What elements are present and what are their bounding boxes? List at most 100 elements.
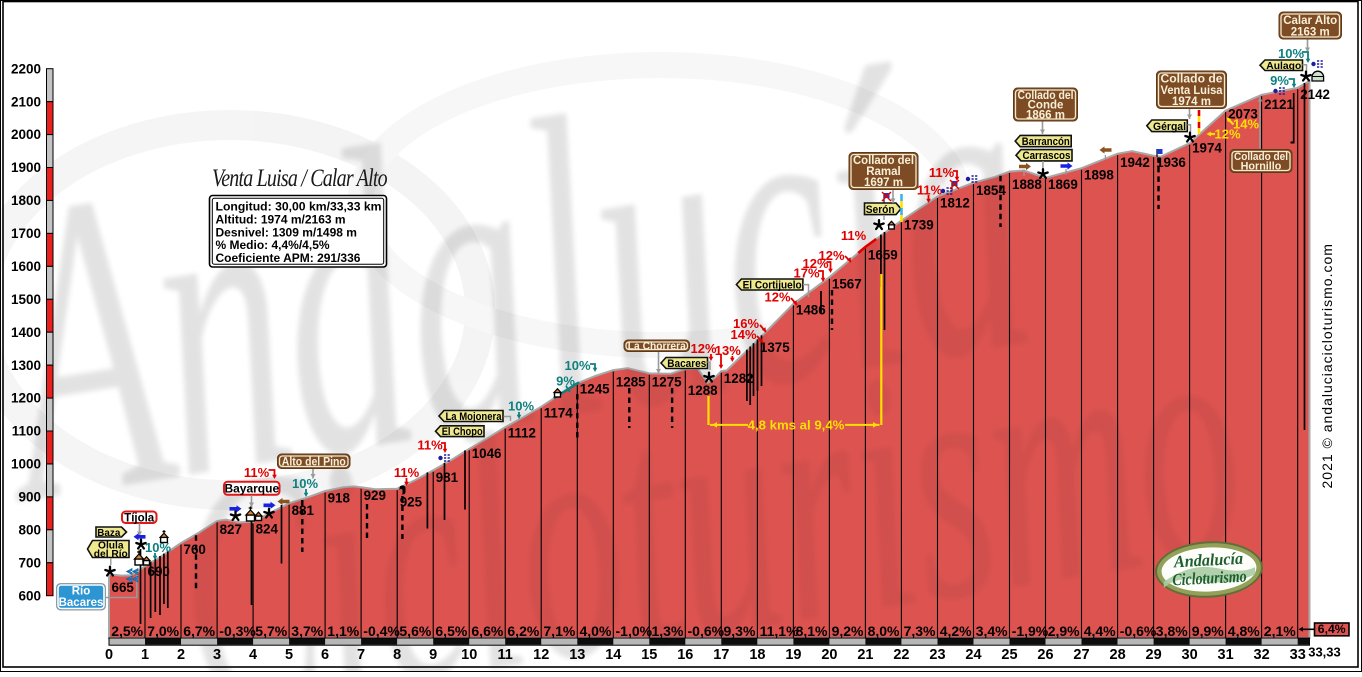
svg-text:11%: 11% (929, 165, 955, 180)
svg-text:2,9%: 2,9% (1048, 623, 1080, 639)
svg-text:1500: 1500 (11, 292, 41, 307)
svg-text:12%: 12% (690, 341, 716, 356)
svg-text:14: 14 (605, 647, 621, 663)
svg-text:1,1%: 1,1% (327, 623, 359, 639)
svg-text:23: 23 (929, 647, 945, 663)
svg-text:9: 9 (429, 647, 437, 663)
svg-text:2142: 2142 (1300, 87, 1330, 102)
svg-text:1275: 1275 (652, 374, 682, 389)
svg-text:4,4%: 4,4% (1084, 623, 1116, 639)
svg-text:2200: 2200 (11, 61, 41, 76)
svg-text:1486: 1486 (796, 303, 826, 318)
svg-text:Bayarque: Bayarque (224, 482, 279, 496)
svg-text:9,3%: 9,3% (724, 623, 756, 639)
svg-text:Desnivel: 1309 m/1498 m: Desnivel: 1309 m/1498 m (216, 225, 357, 239)
svg-text:1739: 1739 (904, 218, 934, 233)
svg-text:5: 5 (285, 647, 293, 663)
svg-text:Collado de: Collado de (1161, 74, 1223, 86)
svg-text:Aulago: Aulago (1266, 60, 1301, 72)
svg-text:Andalucía: Andalucía (1173, 548, 1244, 571)
svg-text:2: 2 (177, 647, 185, 663)
svg-text:Barrancón: Barrancón (1022, 136, 1070, 148)
svg-text:1200: 1200 (11, 391, 41, 406)
svg-text:1854: 1854 (976, 183, 1006, 198)
svg-text:12%: 12% (764, 290, 790, 305)
svg-text:Alto del Pino: Alto del Pino (282, 456, 346, 468)
svg-text:24: 24 (965, 647, 981, 663)
svg-text:981: 981 (436, 470, 459, 485)
svg-text:27: 27 (1073, 647, 1089, 663)
svg-text:12: 12 (533, 647, 549, 663)
svg-text:900: 900 (18, 490, 41, 505)
svg-text:Cicloturismo: Cicloturismo (1172, 567, 1247, 589)
svg-text:21: 21 (857, 647, 873, 663)
svg-text:28: 28 (1110, 647, 1126, 663)
svg-text:9,2%: 9,2% (832, 623, 864, 639)
svg-text:18: 18 (749, 647, 765, 663)
svg-text:Collado del: Collado del (1234, 151, 1288, 163)
svg-text:Baza: Baza (97, 527, 120, 539)
svg-text:8: 8 (393, 647, 401, 663)
svg-text:3,7%: 3,7% (291, 623, 323, 639)
svg-text:10%: 10% (564, 358, 590, 373)
svg-text:Altitud: 1974 m/2163 m: Altitud: 1974 m/2163 m (216, 212, 346, 226)
svg-text:-1,0%: -1,0% (616, 623, 653, 639)
svg-text:29: 29 (1146, 647, 1162, 663)
svg-text:Collado del: Collado del (853, 155, 914, 167)
svg-text:17: 17 (713, 647, 729, 663)
svg-text:32: 32 (1254, 647, 1270, 663)
svg-text:25: 25 (1001, 647, 1017, 663)
svg-text:1100: 1100 (12, 424, 41, 439)
svg-text:800: 800 (18, 522, 41, 537)
svg-text:5,6%: 5,6% (399, 623, 431, 639)
svg-text:20: 20 (821, 647, 837, 663)
svg-text:1700: 1700 (11, 226, 41, 241)
svg-text:Gérgal: Gérgal (1153, 121, 1186, 133)
svg-text:1282: 1282 (724, 371, 754, 386)
svg-text:1659: 1659 (868, 248, 898, 263)
svg-text:665: 665 (112, 580, 135, 595)
svg-text:1936: 1936 (1156, 155, 1186, 170)
svg-text:10%: 10% (1278, 46, 1304, 61)
svg-text:9,9%: 9,9% (1192, 623, 1224, 639)
svg-text:El Cortijuelo: El Cortijuelo (743, 280, 802, 292)
svg-text:881: 881 (292, 503, 315, 518)
svg-text:Collado del: Collado del (1018, 90, 1074, 102)
svg-text:10%: 10% (145, 540, 171, 555)
svg-text:% Medio: 4,4%/4,5%: % Medio: 4,4%/4,5% (216, 238, 330, 252)
svg-text:-0,3%: -0,3% (219, 623, 256, 639)
svg-text:0: 0 (105, 647, 113, 663)
svg-text:-0,6%: -0,6% (1120, 623, 1157, 639)
svg-text:-1,9%: -1,9% (1012, 623, 1049, 639)
svg-text:1288: 1288 (688, 383, 718, 398)
svg-text:14%: 14% (1233, 117, 1259, 132)
svg-text:1285: 1285 (616, 374, 646, 389)
svg-text:1800: 1800 (11, 193, 41, 208)
svg-text:El Chopo: El Chopo (442, 426, 483, 438)
svg-text:11,1%: 11,1% (760, 623, 799, 639)
svg-text:1112: 1112 (508, 426, 536, 441)
svg-text:La Mojonera: La Mojonera (446, 411, 503, 423)
svg-text:1812: 1812 (940, 196, 970, 211)
svg-text:1: 1 (141, 647, 149, 663)
svg-text:4: 4 (249, 647, 257, 663)
svg-text:Venta Luisa / Calar Alto: Venta Luisa / Calar Alto (212, 164, 387, 192)
svg-text:10: 10 (461, 647, 477, 663)
svg-text:16%: 16% (733, 316, 759, 331)
svg-text:1245: 1245 (580, 382, 610, 397)
svg-text:2163 m: 2163 m (1291, 26, 1330, 38)
svg-text:Carrascos: Carrascos (1023, 150, 1071, 162)
svg-text:6: 6 (321, 647, 329, 663)
svg-text:2,5%: 2,5% (111, 623, 143, 639)
svg-text:Bacares: Bacares (59, 597, 104, 609)
svg-text:1888: 1888 (1012, 177, 1042, 192)
svg-text:19: 19 (785, 647, 801, 663)
svg-text:9%: 9% (1270, 73, 1289, 88)
svg-text:-0,6%: -0,6% (688, 623, 725, 639)
svg-text:1567: 1567 (832, 277, 862, 292)
svg-text:4,0%: 4,0% (580, 623, 612, 639)
svg-text:Olula: Olula (98, 540, 124, 551)
svg-text:2000: 2000 (11, 127, 41, 142)
svg-text:13: 13 (569, 647, 585, 663)
svg-text:10%: 10% (508, 399, 534, 414)
